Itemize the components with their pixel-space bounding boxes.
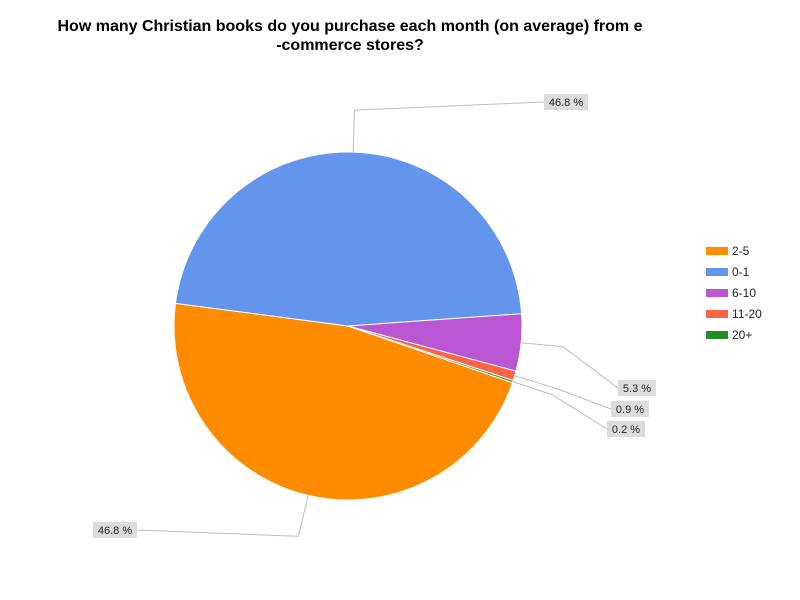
pie-slices <box>173 151 523 501</box>
chart-title-line-1: How many Christian books do you purchase… <box>57 18 643 35</box>
legend-label-0-1: 0-1 <box>732 265 750 279</box>
percent-label-2-5: 46.8 % <box>98 525 132 537</box>
legend: 2-5 0-1 6-10 11-20 20+ <box>706 244 762 342</box>
leader-line-0-1 <box>352 101 545 153</box>
leader-line-20 <box>512 381 608 430</box>
percent-label-6-10: 5.3 % <box>623 383 651 395</box>
legend-label-11-20: 11-20 <box>732 307 762 321</box>
chart-title: How many Christian books do you purchase… <box>40 17 660 55</box>
percent-label-20: 0.2 % <box>612 424 640 436</box>
legend-label-2-5: 2-5 <box>732 244 750 258</box>
legend-swatch-2-5 <box>706 247 728 255</box>
percent-label-box-2-5 <box>93 522 137 538</box>
leader-line-2-5 <box>136 495 309 537</box>
leader-line-11-20 <box>514 375 612 410</box>
legend-label-20: 20+ <box>732 328 752 342</box>
percent-label-11-20: 0.9 % <box>616 404 644 416</box>
legend-label-6-10: 6-10 <box>732 286 756 300</box>
leader-line-6-10 <box>521 342 619 389</box>
percent-label-box-20 <box>607 421 645 437</box>
legend-swatch-0-1 <box>706 268 728 276</box>
legend-swatch-11-20 <box>706 310 728 318</box>
percent-label-box-11-20 <box>611 401 649 417</box>
percent-label-0-1: 46.8 % <box>549 97 583 109</box>
leader-lines <box>136 101 619 537</box>
percent-labels: 46.8 % 46.8 % 5.3 % 0.9 % 0.2 % <box>93 94 656 538</box>
pie-slice-20 <box>347 325 514 384</box>
percent-label-box-6-10 <box>618 380 656 396</box>
legend-swatch-20 <box>706 331 728 339</box>
pie-slice-0-1 <box>174 151 523 327</box>
pie-slice-2-5 <box>173 302 514 501</box>
chart-title-line-2: -commerce stores? <box>276 37 424 54</box>
legend-swatch-6-10 <box>706 289 728 297</box>
percent-label-box-0-1 <box>544 94 588 110</box>
